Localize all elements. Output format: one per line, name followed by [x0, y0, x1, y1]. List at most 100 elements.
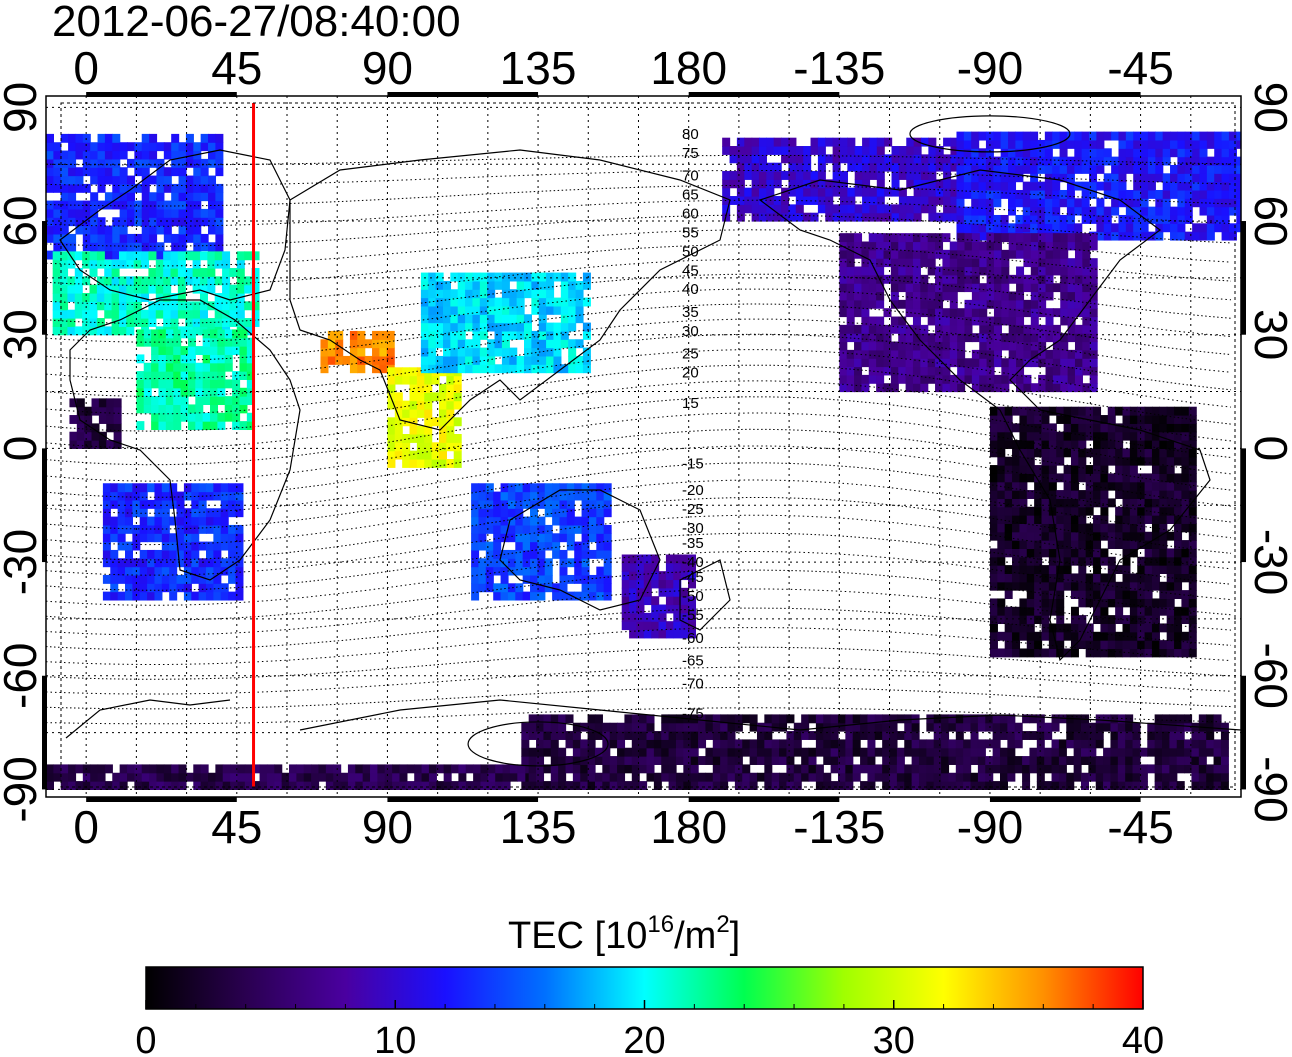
tec-cell: [839, 383, 848, 393]
tec-cell: [621, 612, 630, 622]
tec-cell: [552, 533, 561, 543]
tec-cell: [817, 171, 826, 180]
tec-cell: [141, 276, 150, 286]
tec-cell: [575, 314, 584, 324]
tec-cell: [861, 266, 870, 276]
tec-cell: [905, 274, 914, 284]
tec-cell: [1213, 764, 1222, 774]
tec-cell: [110, 499, 119, 509]
tec-cell: [636, 587, 645, 597]
tec-cell: [1051, 747, 1060, 757]
tec-cell: [898, 299, 907, 309]
tec-cell: [1048, 590, 1057, 600]
tec-cell: [1060, 283, 1069, 293]
tec-cell: [1151, 581, 1160, 591]
tec-cell: [215, 167, 224, 177]
tec-cell: [868, 266, 877, 276]
tec-cell: [1051, 739, 1060, 749]
tec-cell: [509, 764, 518, 774]
tec-cell: [1008, 333, 1017, 343]
tec-cell: [1089, 148, 1098, 158]
tec-cell: [46, 764, 54, 774]
tec-cell: [1060, 349, 1069, 359]
tec-cell: [392, 781, 401, 790]
tec-cell: [1000, 181, 1009, 191]
tec-cell: [1089, 139, 1098, 149]
tec-cell: [453, 450, 462, 460]
tec-cell: [199, 301, 208, 311]
tec-cell: [104, 192, 113, 202]
tec-cell: [1133, 189, 1142, 199]
tec-cell: [509, 272, 518, 282]
tec-cell: [473, 781, 482, 790]
tec-cell: [1198, 747, 1207, 757]
tec-cell: [729, 146, 738, 155]
tec-cell: [603, 558, 612, 568]
tec-cell: [756, 731, 765, 740]
tec-cell: [552, 591, 561, 601]
tec-cell: [416, 392, 425, 402]
tec-cell: [1111, 206, 1120, 216]
tec-cell: [208, 133, 217, 143]
tec-cell: [165, 404, 174, 414]
tec-cell: [896, 747, 905, 757]
tec-cell: [891, 154, 900, 164]
tec-cell: [1103, 764, 1112, 774]
tec-cell: [1082, 283, 1091, 293]
tec-cell: [1122, 531, 1131, 541]
tec-cell: [986, 324, 995, 334]
frame-bar: [387, 92, 539, 97]
tec-cell: [202, 379, 211, 389]
tec-cell: [1070, 465, 1079, 474]
tec-cell: [185, 233, 194, 243]
tec-cell: [200, 192, 209, 202]
tec-cell: [978, 164, 987, 174]
tec-cell: [651, 612, 660, 622]
tec-cell: [1012, 581, 1021, 591]
tec-cell: [1151, 648, 1160, 658]
tec-cell: [997, 648, 1006, 658]
tec-cell: [1174, 556, 1183, 566]
tec-cell: [1140, 198, 1149, 208]
tec-cell: [320, 347, 329, 357]
tec-cell: [113, 406, 122, 416]
tec-cell: [985, 739, 994, 749]
tec-cell: [942, 324, 951, 334]
tec-cell: [651, 562, 660, 572]
tec-cell: [815, 714, 824, 724]
tec-cell: [1004, 606, 1013, 616]
tec-cell: [889, 781, 898, 790]
tec-cell: [500, 591, 509, 601]
tec-cell: [220, 541, 229, 551]
tec-cell: [815, 781, 824, 790]
tec-cell: [1107, 448, 1116, 458]
tec-cell: [1192, 223, 1201, 233]
tec-cell: [1045, 374, 1054, 384]
tec-cell: [918, 772, 927, 782]
magnetic-contour-line: [46, 462, 1232, 530]
tec-cell: [1070, 556, 1079, 566]
tec-cell: [999, 781, 1008, 790]
tec-cell: [1181, 598, 1190, 608]
tec-cell: [876, 146, 885, 155]
tec-cell: [1063, 540, 1072, 549]
tec-cell: [421, 764, 430, 774]
tec-cell: [544, 524, 553, 534]
tec-cell: [788, 146, 797, 155]
tec-cell: [815, 772, 824, 782]
tec-cell: [786, 747, 795, 757]
tec-cell: [1029, 764, 1038, 774]
tec-cell: [1236, 173, 1241, 183]
tec-cell: [213, 541, 222, 551]
tec-cell: [1014, 722, 1023, 732]
tec-cell: [1093, 548, 1102, 558]
tec-cell: [139, 483, 148, 493]
tec-cell: [559, 508, 568, 518]
tec-cell: [1184, 206, 1193, 216]
tec-cell: [949, 333, 958, 343]
tec-cell: [795, 154, 804, 164]
tec-cell: [898, 333, 907, 343]
tec-cell: [989, 556, 998, 566]
tec-cell: [1137, 490, 1146, 499]
tec-cell: [1140, 214, 1149, 224]
